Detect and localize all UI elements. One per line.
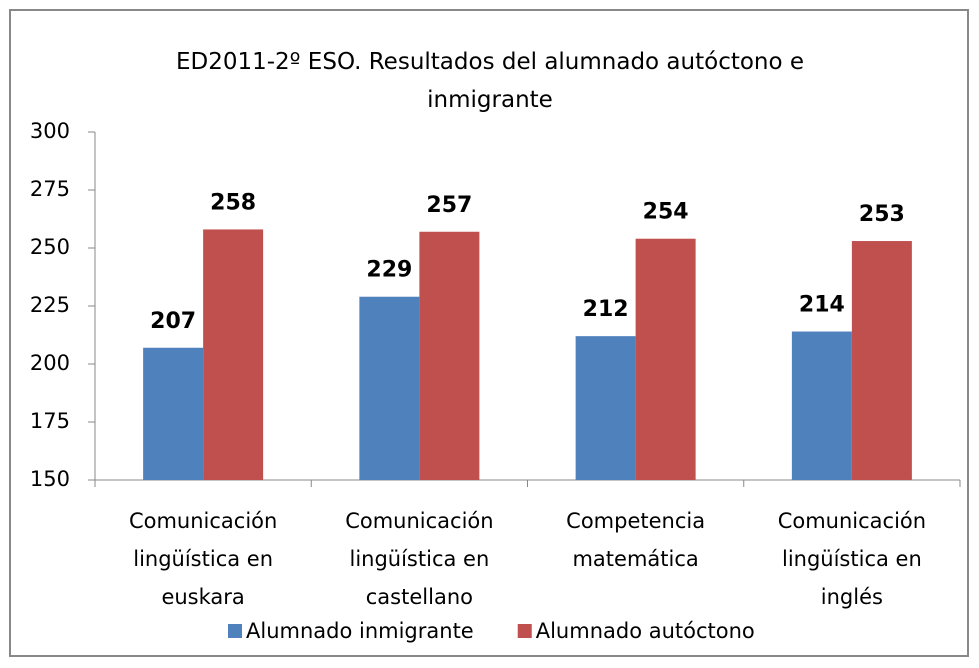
x-tick-label: Comunicación lingüística en euskara <box>129 509 277 609</box>
bar <box>851 241 912 480</box>
y-tick-label: 175 <box>30 409 70 433</box>
legend-label: Alumnado inmigrante <box>246 619 474 643</box>
bar <box>419 231 480 480</box>
y-tick-label: 150 <box>30 467 70 491</box>
bar <box>791 331 852 480</box>
data-label: 258 <box>210 190 256 215</box>
bar <box>635 238 696 480</box>
bar <box>575 336 636 480</box>
legend-swatch <box>517 624 532 638</box>
data-label: 214 <box>799 293 845 318</box>
y-tick-label: 225 <box>30 293 70 317</box>
y-tick-label: 300 <box>30 119 70 143</box>
data-label: 207 <box>150 309 196 334</box>
data-label: 229 <box>366 258 412 283</box>
data-label: 254 <box>643 200 689 225</box>
data-label: 253 <box>859 202 905 227</box>
data-label: 212 <box>583 297 629 322</box>
y-tick-label: 275 <box>30 177 70 201</box>
bar <box>203 229 264 480</box>
bar <box>143 347 204 480</box>
x-tick-label: Comunicación lingüística en castellano <box>345 509 493 609</box>
data-label: 257 <box>426 193 472 218</box>
x-tick-label: Competencia matemática <box>566 509 705 571</box>
bar <box>359 296 420 480</box>
legend-label: Alumnado autóctono <box>536 619 755 643</box>
chart-title: ED2011-2º ESO. Resultados del alumnado a… <box>176 49 804 113</box>
y-tick-label: 200 <box>30 351 70 375</box>
legend-swatch <box>228 624 242 638</box>
y-tick-label: 250 <box>30 235 70 259</box>
x-tick-label: Comunicación lingüística en inglés <box>778 509 926 609</box>
